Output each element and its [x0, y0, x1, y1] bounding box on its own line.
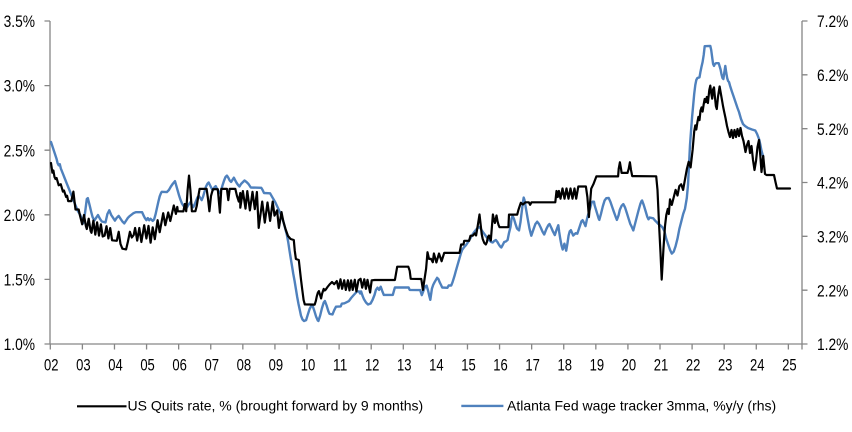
svg-text:15: 15 — [461, 355, 476, 374]
svg-text:03: 03 — [76, 355, 91, 374]
svg-text:22: 22 — [686, 355, 701, 374]
svg-text:3.2%: 3.2% — [817, 227, 848, 246]
svg-text:08: 08 — [237, 355, 252, 374]
svg-text:3.0%: 3.0% — [4, 77, 35, 96]
svg-text:Atlanta Fed wage tracker 3mma,: Atlanta Fed wage tracker 3mma, %y/y (rhs… — [507, 397, 776, 413]
svg-text:2.5%: 2.5% — [4, 141, 35, 160]
svg-text:02: 02 — [44, 355, 59, 374]
svg-text:24: 24 — [750, 355, 765, 374]
svg-text:13: 13 — [397, 355, 412, 374]
svg-text:06: 06 — [172, 355, 187, 374]
svg-text:23: 23 — [718, 355, 733, 374]
svg-text:3.5%: 3.5% — [4, 12, 35, 31]
svg-text:US Quits rate, % (brought forw: US Quits rate, % (brought forward by 9 m… — [128, 397, 424, 413]
svg-text:1.0%: 1.0% — [4, 335, 35, 354]
svg-text:10: 10 — [301, 355, 316, 374]
svg-text:14: 14 — [429, 355, 444, 374]
svg-text:12: 12 — [365, 355, 380, 374]
svg-text:17: 17 — [525, 355, 540, 374]
svg-text:20: 20 — [622, 355, 637, 374]
svg-text:1.2%: 1.2% — [817, 335, 848, 354]
svg-text:19: 19 — [590, 355, 605, 374]
svg-text:07: 07 — [205, 355, 220, 374]
svg-text:16: 16 — [493, 355, 508, 374]
svg-text:7.2%: 7.2% — [817, 12, 848, 31]
svg-text:25: 25 — [782, 355, 797, 374]
svg-text:18: 18 — [557, 355, 572, 374]
svg-text:05: 05 — [140, 355, 155, 374]
svg-text:5.2%: 5.2% — [817, 120, 848, 139]
svg-text:4.2%: 4.2% — [817, 174, 848, 193]
svg-text:1.5%: 1.5% — [4, 271, 35, 290]
svg-text:2.0%: 2.0% — [4, 206, 35, 225]
svg-text:11: 11 — [333, 355, 348, 374]
svg-text:6.2%: 6.2% — [817, 66, 848, 85]
svg-text:2.2%: 2.2% — [817, 281, 848, 300]
svg-text:09: 09 — [269, 355, 284, 374]
svg-text:21: 21 — [654, 355, 669, 374]
svg-text:04: 04 — [108, 355, 123, 374]
